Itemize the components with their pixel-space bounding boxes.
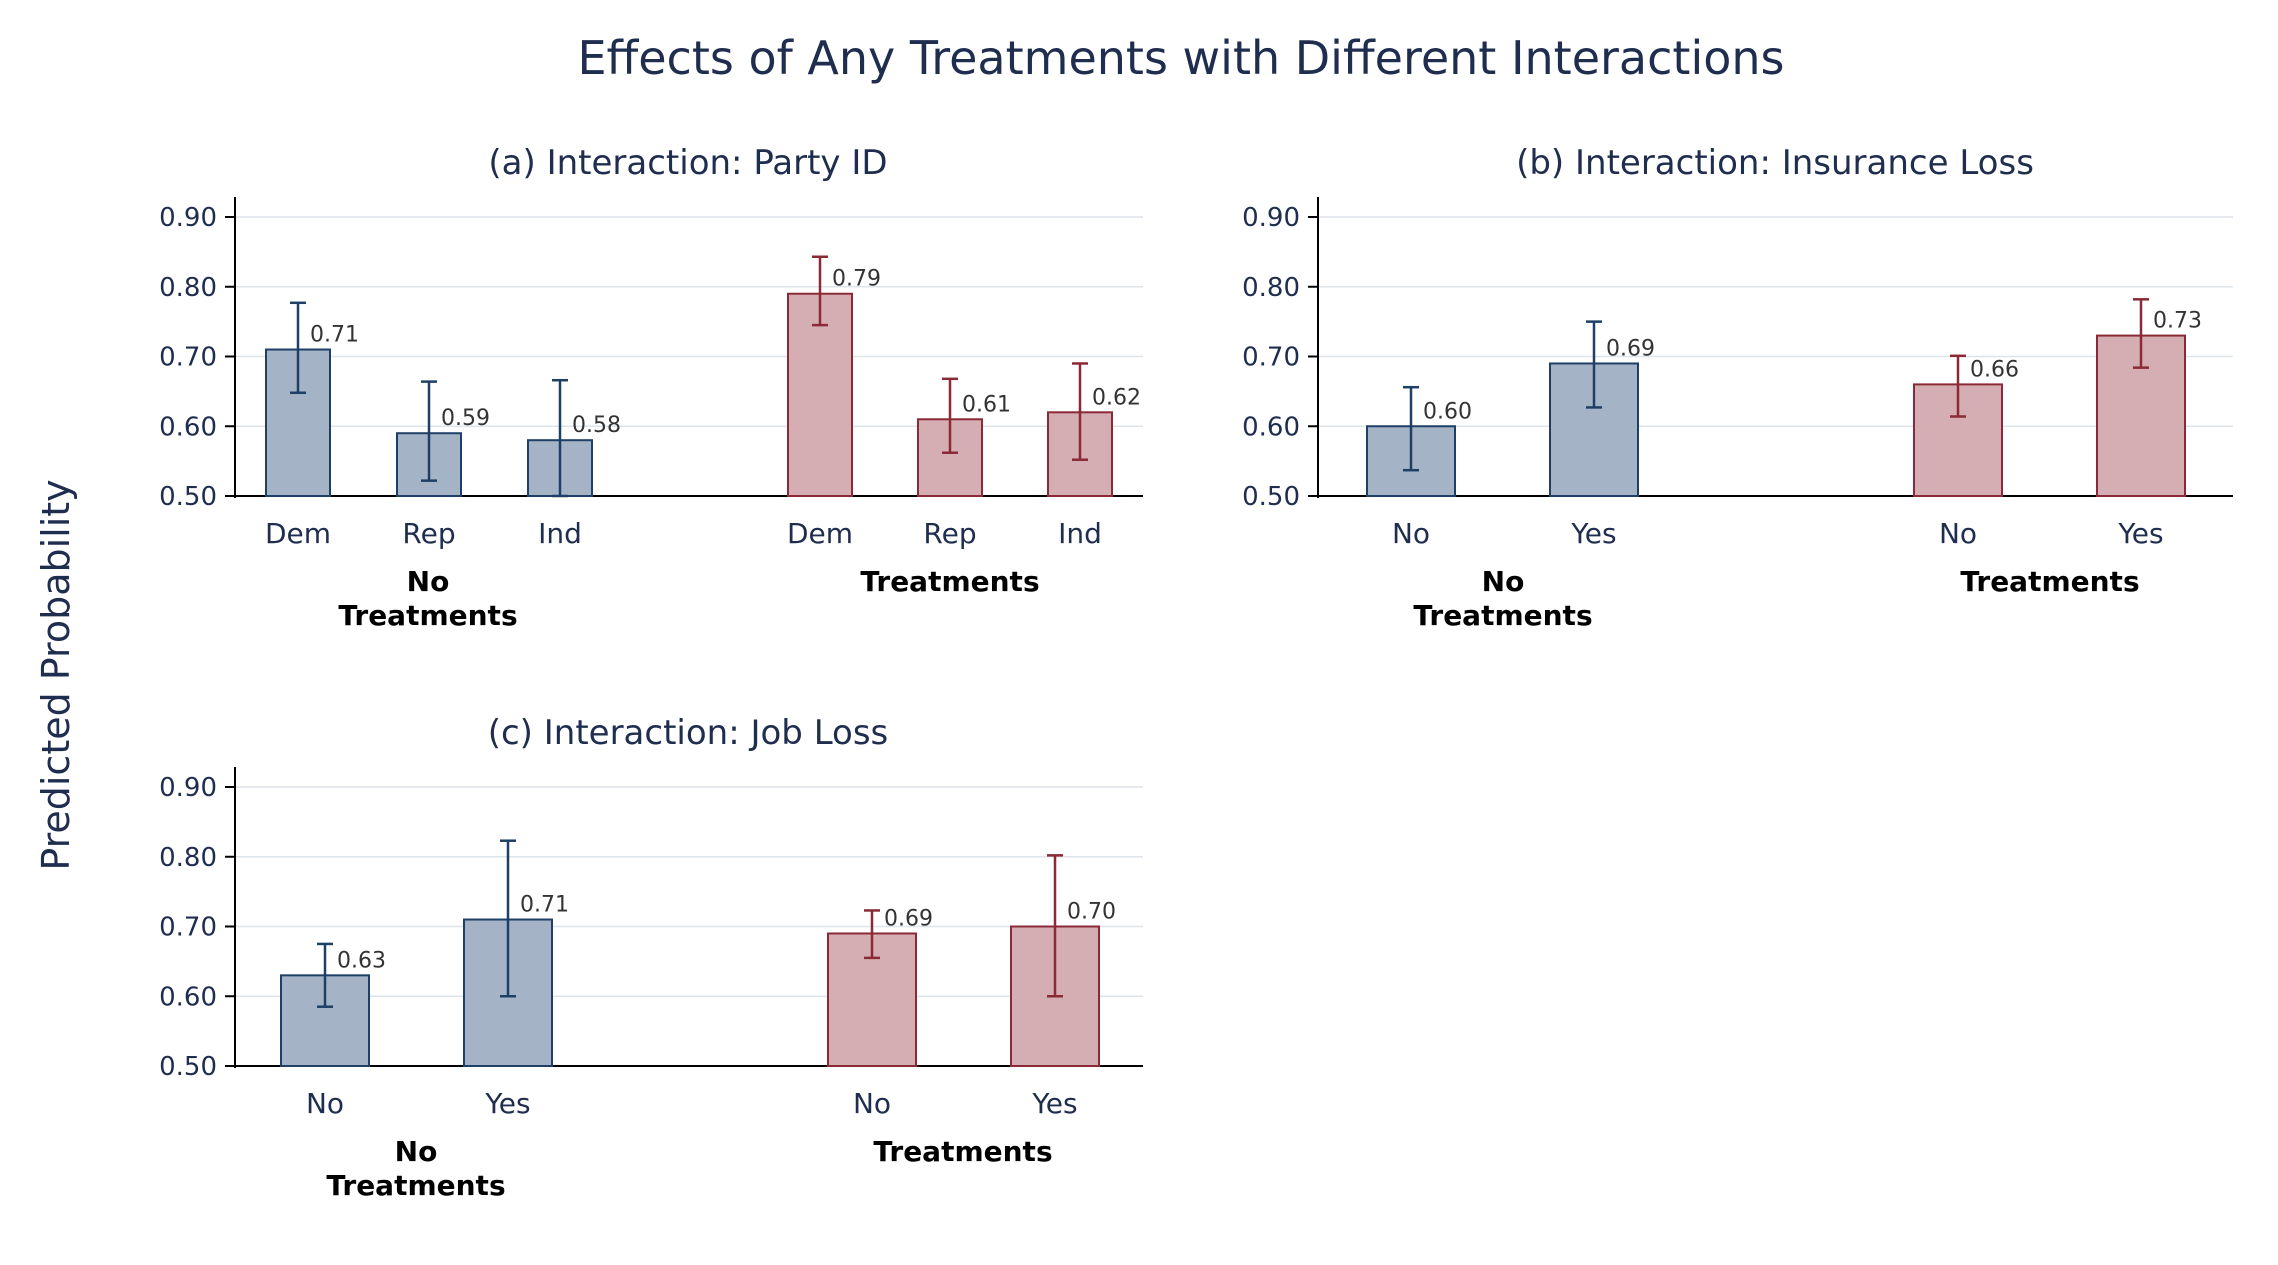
y-tick-label: 0.60	[1242, 412, 1300, 442]
panel-title: (c) Interaction: Job Loss	[488, 713, 889, 753]
panel-title: (a) Interaction: Party ID	[488, 143, 887, 183]
group-label: No	[395, 1135, 438, 1168]
x-tick-label: Yes	[1570, 517, 1616, 550]
y-tick-label: 0.80	[159, 273, 217, 303]
data-label: 0.69	[1606, 336, 1655, 361]
data-label: 0.60	[1423, 399, 1472, 424]
group-label: Treatments	[1960, 565, 2139, 598]
x-tick-label: Rep	[402, 517, 455, 550]
x-tick-label: No	[1939, 517, 1977, 550]
y-axis-label: Predicted Probability	[34, 479, 78, 870]
data-label: 0.71	[310, 323, 359, 348]
data-label: 0.69	[884, 906, 933, 931]
x-tick-label: No	[853, 1087, 891, 1120]
group-label: Treatments	[873, 1135, 1052, 1168]
panel-1: (a) Interaction: Party ID 0.90 0.80 0.70 0.6…	[159, 143, 1143, 632]
group-label: No	[1482, 565, 1525, 598]
bar	[787, 292, 853, 497]
data-label: 0.59	[441, 406, 490, 431]
x-tick-label: Yes	[484, 1087, 530, 1120]
data-label: 0.58	[572, 413, 621, 438]
group-label: Treatments	[326, 1169, 505, 1202]
y-tick-label: 0.90	[159, 773, 217, 803]
data-label: 0.62	[1092, 385, 1141, 410]
y-tick-label: 0.60	[159, 412, 217, 442]
data-label: 0.61	[962, 392, 1011, 417]
data-label: 0.79	[832, 267, 881, 292]
group-label: Treatments	[1413, 599, 1592, 632]
data-label: 0.63	[337, 948, 386, 973]
x-tick-label: Ind	[1058, 517, 1102, 550]
y-tick-label: 0.90	[1242, 203, 1300, 233]
y-tick-label: 0.50	[159, 1052, 217, 1082]
panel-3: (c) Interaction: Job Loss 0.90 0.80 0.70 0.6…	[159, 713, 1143, 1202]
y-tick-label: 0.50	[159, 482, 217, 512]
panels: (a) Interaction: Party ID 0.90 0.80 0.70 0.6…	[159, 143, 2233, 1202]
x-tick-label: Yes	[1031, 1087, 1077, 1120]
x-tick-label: No	[306, 1087, 344, 1120]
x-tick-label: Dem	[265, 517, 331, 550]
y-tick-label: 0.50	[1242, 482, 1300, 512]
data-label: 0.73	[2153, 309, 2202, 334]
y-tick-label: 0.80	[1242, 273, 1300, 303]
y-tick-label: 0.70	[159, 343, 217, 373]
y-tick-label: 0.90	[159, 203, 217, 233]
panel-2: (b) Interaction: Insurance Loss 0.90 0.80 0…	[1242, 143, 2233, 632]
x-tick-label: Ind	[538, 517, 582, 550]
y-tick-label: 0.60	[159, 982, 217, 1012]
group-label: No	[407, 565, 450, 598]
data-label: 0.71	[520, 893, 569, 918]
x-tick-label: Yes	[2117, 517, 2163, 550]
chart-title: Effects of Any Treatments with Different…	[577, 31, 1784, 85]
x-tick-label: Rep	[923, 517, 976, 550]
x-tick-label: Dem	[787, 517, 853, 550]
x-tick-label: No	[1392, 517, 1430, 550]
group-label: Treatments	[338, 599, 517, 632]
y-tick-label: 0.70	[1242, 343, 1300, 373]
y-tick-label: 0.70	[159, 913, 217, 943]
bar	[917, 418, 983, 497]
data-label: 0.66	[1970, 357, 2019, 382]
panel-title: (b) Interaction: Insurance Loss	[1516, 143, 2034, 183]
data-label: 0.70	[1067, 900, 1116, 925]
group-label: Treatments	[860, 565, 1039, 598]
y-tick-label: 0.80	[159, 843, 217, 873]
